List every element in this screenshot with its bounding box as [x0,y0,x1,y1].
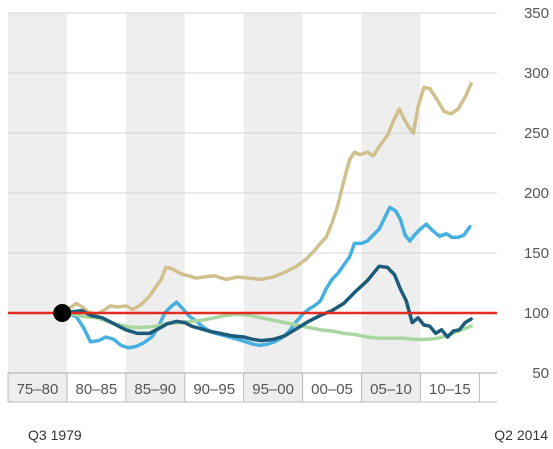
x-tick-label: 10–15 [429,381,471,398]
x-tick-label: 80–85 [76,381,118,398]
x-tick-label: 85–90 [134,381,176,398]
reference-line-group [8,304,497,322]
period-band [243,13,303,402]
end-period-label: Q2 2014 [494,427,548,443]
y-tick-label: 250 [524,125,549,142]
y-tick-label: 150 [524,245,549,262]
y-tick-label: 100 [524,305,549,322]
x-tick-label: 75–80 [17,381,59,398]
start-period-label: Q3 1979 [28,427,82,443]
x-tick-label: 00–05 [311,381,353,398]
y-tick-label: 350 [524,5,549,22]
x-tick-label: 95–00 [252,381,294,398]
series-line-3 [60,311,473,342]
y-axis-tick-labels: 50 100 150 200 250 300 350 [524,5,549,382]
period-bands [8,13,421,402]
series-lines [60,82,473,350]
y-tick-label: 300 [524,65,549,82]
x-tick-label: 05–10 [370,381,412,398]
series-line-4 [60,264,473,343]
x-axis: 75–80 80–85 85–90 90–95 95–00 00–05 05–10 10–15 [7,372,497,403]
y-tick-label: 200 [524,185,549,202]
period-band [125,13,185,402]
y-tick-label: 50 [532,365,549,382]
x-tick-label: 90–95 [193,381,235,398]
base-point-marker [53,304,72,322]
period-band [8,13,67,402]
series-line-1 [60,82,473,316]
